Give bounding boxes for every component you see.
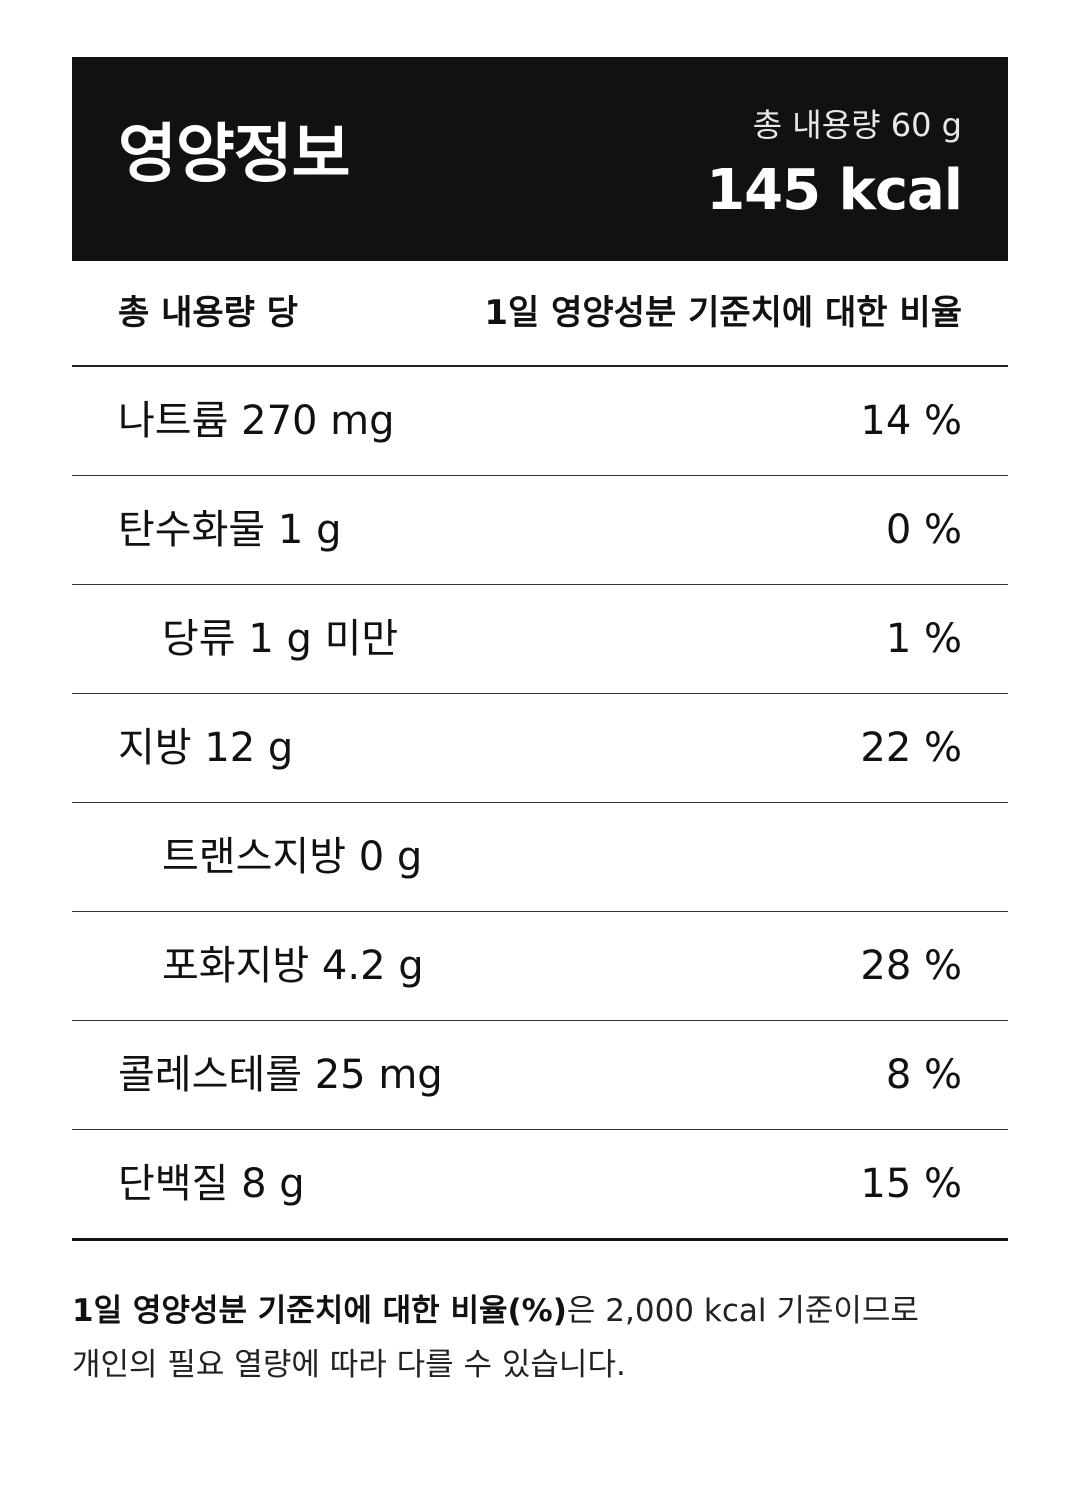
nutrient-row-trans-fat: 트랜스지방 0 g (72, 803, 1008, 912)
nutrient-percent: 8 % (885, 1052, 962, 1098)
nutrition-title: 영양정보 (118, 118, 351, 192)
nutrient-name: 나트륨 270 mg (118, 398, 395, 444)
total-amount: 총 내용량 60 g (752, 106, 962, 144)
footnote-line-1: 1일 영양성분 기준치에 대한 비율(%)은 2,000 kcal 기준이므로 (72, 1284, 1008, 1338)
nutrient-row-saturated-fat: 포화지방 4.2 g 28 % (72, 912, 1008, 1021)
nutrient-row-sodium: 나트륨 270 mg 14 % (72, 367, 1008, 476)
nutrient-name: 지방 12 g (118, 725, 294, 771)
nutrient-row-cholesterol: 콜레스테롤 25 mg 8 % (72, 1021, 1008, 1130)
nutrient-row-sugars: 당류 1 g 미만 1 % (72, 585, 1008, 694)
per-amount-header: 총 내용량 당 (118, 293, 299, 333)
nutrient-name: 트랜스지방 0 g (162, 834, 423, 880)
footnote-line-2: 개인의 필요 열량에 따라 다를 수 있습니다. (72, 1347, 626, 1383)
nutrient-percent: 22 % (860, 725, 962, 771)
nutrient-row-fat: 지방 12 g 22 % (72, 694, 1008, 803)
nutrient-name: 단백질 8 g (118, 1161, 305, 1207)
column-headers: 총 내용량 당 1일 영양성분 기준치에 대한 비율 (72, 261, 1008, 367)
header-summary: 총 내용량 60 g 145 kcal (706, 106, 963, 223)
daily-value-header: 1일 영양성분 기준치에 대한 비율 (484, 293, 962, 333)
footnote-rest: 은 2,000 kcal 기준이므로 (566, 1293, 919, 1329)
footnote: 1일 영양성분 기준치에 대한 비율(%)은 2,000 kcal 기준이므로 … (72, 1284, 1008, 1392)
nutrient-percent: 14 % (860, 398, 962, 444)
nutrient-name: 당류 1 g 미만 (162, 616, 399, 662)
nutrient-name: 포화지방 4.2 g (162, 943, 424, 989)
nutrient-percent: 0 % (885, 507, 962, 553)
nutrient-percent: 15 % (860, 1161, 962, 1207)
nutrient-row-carbohydrate: 탄수화물 1 g 0 % (72, 476, 1008, 585)
footnote-bold: 1일 영양성분 기준치에 대한 비율(%) (72, 1293, 567, 1329)
nutrition-header: 영양정보 총 내용량 60 g 145 kcal (72, 57, 1008, 261)
nutrient-name: 콜레스테롤 25 mg (118, 1052, 443, 1098)
calories: 145 kcal (706, 158, 963, 223)
nutrient-name: 탄수화물 1 g (118, 507, 342, 553)
nutrient-percent: 28 % (860, 943, 962, 989)
nutrition-label: 영양정보 총 내용량 60 g 145 kcal 총 내용량 당 1일 영양성분… (72, 57, 1008, 1241)
nutrient-row-protein: 단백질 8 g 15 % (72, 1130, 1008, 1241)
nutrient-percent: 1 % (885, 616, 962, 662)
